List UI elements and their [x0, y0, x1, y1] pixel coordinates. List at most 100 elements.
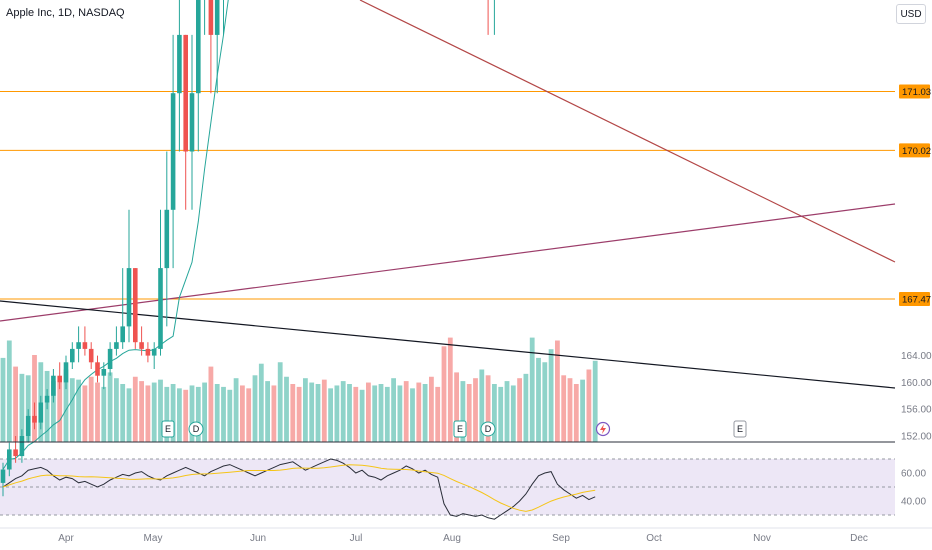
candle-body	[88, 348, 94, 363]
candle[interactable]	[183, 34, 188, 210]
candle-body	[63, 362, 69, 383]
rsi-tick-label: 40.00	[901, 497, 926, 508]
candle[interactable]	[151, 342, 157, 369]
candle-body	[164, 209, 170, 269]
event-label: D	[193, 424, 200, 434]
candle[interactable]	[139, 326, 144, 356]
candle[interactable]	[101, 362, 107, 390]
candle-body	[145, 348, 151, 356]
candle[interactable]	[158, 209, 163, 356]
event-label: D	[485, 424, 492, 434]
price-tick-label: 164.00	[901, 351, 932, 362]
volume-bar	[290, 384, 296, 442]
support-trendline[interactable]	[0, 203, 896, 322]
candle-body	[32, 415, 37, 423]
candle[interactable]	[145, 342, 151, 363]
volume-bar	[441, 346, 447, 442]
dividend-marker[interactable]: D	[188, 421, 204, 437]
level-price-tag	[899, 84, 930, 99]
candle[interactable]	[486, 0, 491, 35]
rsi-ma-line	[2, 464, 596, 512]
candle[interactable]	[63, 355, 69, 390]
volume-bar	[63, 369, 69, 442]
volume-bar	[536, 357, 541, 442]
volume-bar	[416, 382, 422, 442]
candle[interactable]	[126, 209, 132, 343]
resistance-trendline[interactable]	[359, 0, 896, 263]
candle-body	[82, 342, 88, 349]
candle[interactable]	[164, 151, 170, 327]
candle[interactable]	[95, 355, 100, 383]
candle[interactable]	[70, 342, 75, 369]
candle[interactable]	[114, 326, 119, 356]
volume-bar	[429, 376, 434, 442]
volume-bar	[397, 385, 403, 442]
volume-bar	[208, 366, 214, 442]
candle[interactable]	[51, 369, 56, 403]
candle[interactable]	[38, 395, 44, 430]
candle-body	[0, 469, 6, 483]
candle[interactable]	[221, 0, 226, 35]
earnings-marker[interactable]: E	[733, 420, 747, 438]
candle[interactable]	[82, 326, 88, 356]
candle[interactable]	[196, 0, 201, 152]
volume-bar	[492, 384, 497, 442]
earnings-badge	[453, 420, 467, 438]
time-tick-label: Sep	[552, 533, 570, 544]
candle[interactable]	[25, 409, 31, 443]
volume-bar	[195, 386, 201, 442]
candle-body	[13, 449, 18, 457]
flash-event-marker[interactable]	[595, 421, 611, 437]
candle[interactable]	[88, 342, 94, 369]
candle-body	[44, 395, 50, 403]
candle[interactable]	[0, 462, 6, 497]
candle[interactable]	[214, 0, 220, 94]
candle-body	[107, 348, 113, 369]
dividend-marker[interactable]: D	[480, 421, 496, 437]
earnings-marker[interactable]: E	[161, 420, 175, 438]
volume-bar	[410, 388, 415, 442]
candle[interactable]	[32, 402, 37, 430]
volume-bar	[227, 389, 233, 442]
event-label: E	[457, 424, 463, 434]
candle[interactable]	[170, 34, 176, 269]
volume-bar	[95, 382, 100, 442]
volume-bar	[321, 379, 327, 442]
candle[interactable]	[120, 268, 125, 349]
volume-bar	[114, 378, 119, 442]
price-tick-label: 152.00	[901, 432, 932, 443]
level-price-tag	[899, 292, 930, 306]
volume-bar	[202, 382, 207, 442]
volume-bar	[284, 376, 289, 442]
volume-bar	[246, 388, 252, 442]
candle[interactable]	[19, 429, 25, 463]
volume-bar	[271, 385, 277, 442]
volume-bar	[347, 384, 352, 442]
candle[interactable]	[107, 342, 113, 376]
candle[interactable]	[7, 442, 12, 477]
candle[interactable]	[76, 326, 81, 363]
volume-bar	[529, 337, 535, 442]
candle[interactable]	[208, 0, 214, 94]
time-tick-label: Apr	[58, 533, 74, 544]
candle[interactable]	[492, 0, 497, 35]
volume-bar	[573, 384, 579, 442]
candle[interactable]	[202, 0, 207, 35]
volume-bar	[466, 384, 472, 442]
volume-bar	[498, 386, 504, 442]
candle-body	[120, 326, 125, 343]
candle[interactable]	[57, 362, 62, 390]
candle[interactable]	[177, 0, 182, 152]
currency-selector[interactable]: USD	[896, 4, 926, 24]
volume-bar	[403, 381, 409, 442]
volume-bar	[296, 386, 302, 442]
candle[interactable]	[189, 34, 195, 210]
volume-bar	[19, 373, 25, 442]
candle[interactable]	[133, 268, 138, 349]
candle[interactable]	[13, 436, 18, 463]
candle-body	[183, 34, 188, 152]
earnings-marker[interactable]: E	[453, 420, 467, 438]
lower-trendline[interactable]	[0, 300, 896, 389]
candle[interactable]	[44, 389, 50, 410]
